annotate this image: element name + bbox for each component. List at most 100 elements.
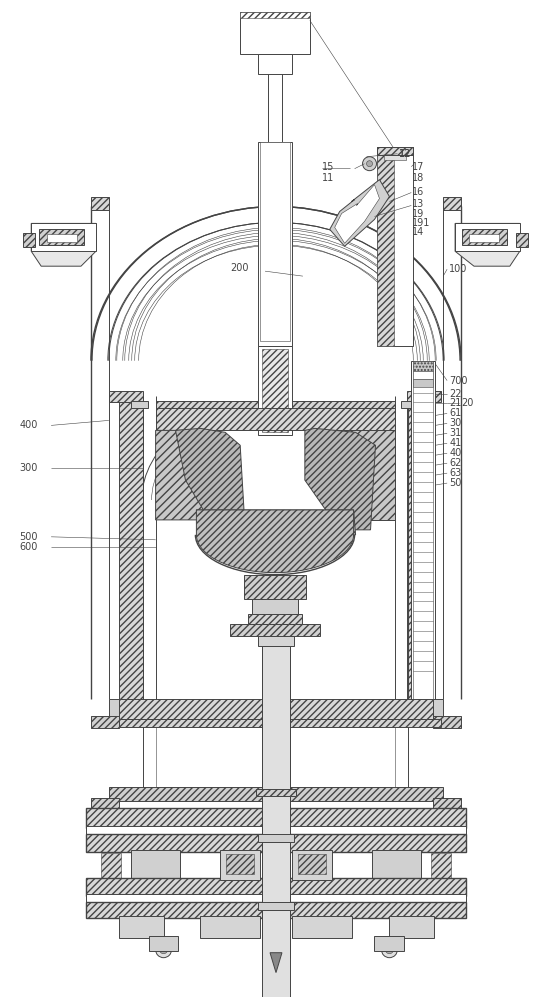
Text: 13: 13 (412, 199, 425, 209)
Text: 62: 62 (449, 458, 462, 468)
Bar (433, 699, 443, 719)
Polygon shape (270, 953, 282, 973)
Text: 600: 600 (19, 542, 37, 552)
Bar (258, 636, 294, 646)
Circle shape (381, 942, 397, 958)
Bar (433, 716, 461, 728)
Text: 191: 191 (412, 218, 431, 228)
Bar (462, 229, 507, 245)
Text: 40: 40 (449, 448, 461, 458)
Bar (371, 850, 422, 880)
Text: 14: 14 (412, 227, 425, 237)
Bar (248, 614, 302, 624)
Bar (407, 391, 441, 402)
Bar (258, 834, 294, 842)
Bar (155, 408, 396, 430)
Polygon shape (176, 428, 245, 530)
Polygon shape (377, 147, 413, 346)
Polygon shape (334, 185, 380, 243)
Bar (23, 233, 35, 247)
Bar (413, 379, 433, 387)
Bar (258, 142, 292, 346)
Bar (413, 371, 433, 379)
Circle shape (155, 942, 171, 958)
Bar (431, 853, 451, 878)
Bar (201, 916, 260, 938)
Bar (244, 575, 306, 599)
Text: 41: 41 (449, 438, 461, 448)
Bar (258, 902, 294, 910)
Text: 11: 11 (322, 173, 334, 183)
Bar (101, 853, 121, 878)
Circle shape (366, 161, 372, 167)
Bar (262, 349, 288, 432)
Polygon shape (455, 223, 520, 266)
Text: 300: 300 (19, 463, 37, 473)
Bar (377, 147, 413, 346)
Text: 19: 19 (412, 209, 425, 219)
Bar (91, 716, 119, 728)
Bar (260, 142, 290, 341)
Text: 700: 700 (449, 376, 468, 386)
Bar (443, 197, 461, 210)
Text: 12: 12 (399, 149, 412, 159)
Bar (109, 699, 119, 719)
Bar (433, 798, 461, 810)
Text: 50: 50 (449, 478, 462, 488)
Bar (47, 234, 77, 242)
Bar (455, 223, 520, 251)
Text: 200: 200 (230, 263, 249, 273)
Text: 21: 21 (449, 398, 462, 408)
Text: 12: 12 (399, 149, 412, 159)
Circle shape (160, 946, 168, 954)
Bar (86, 902, 466, 918)
Text: 17: 17 (412, 162, 425, 172)
Bar (91, 197, 109, 210)
Bar (258, 54, 292, 74)
Text: 31: 31 (449, 428, 461, 438)
Bar (262, 646, 290, 1000)
Polygon shape (196, 510, 355, 535)
Bar (86, 834, 466, 852)
Bar (109, 391, 143, 402)
Bar (119, 719, 441, 727)
Text: 20: 20 (461, 398, 473, 408)
Bar (469, 234, 499, 242)
Bar (226, 854, 254, 874)
Bar (516, 233, 528, 247)
Text: 400: 400 (19, 420, 37, 430)
Polygon shape (196, 510, 354, 573)
Bar (119, 396, 143, 704)
Bar (385, 154, 406, 160)
Polygon shape (31, 223, 96, 266)
Bar (292, 850, 332, 880)
Text: 100: 100 (449, 264, 467, 274)
Bar (86, 878, 466, 896)
Circle shape (386, 946, 393, 954)
Bar (252, 599, 298, 614)
Polygon shape (155, 430, 218, 520)
Bar (109, 787, 443, 801)
Text: 16: 16 (412, 187, 425, 197)
Bar (390, 916, 434, 938)
Bar (86, 894, 466, 904)
Bar (407, 396, 431, 704)
Bar (401, 401, 418, 408)
Text: 15: 15 (322, 162, 334, 172)
Bar (230, 624, 320, 636)
Polygon shape (344, 430, 396, 520)
Bar (298, 854, 326, 874)
Bar (256, 789, 296, 796)
Bar (119, 916, 164, 938)
Bar (413, 361, 433, 371)
Bar (131, 401, 148, 408)
Bar (220, 850, 260, 880)
Polygon shape (305, 428, 375, 530)
Bar (39, 229, 84, 245)
Bar (86, 808, 466, 828)
Text: 30: 30 (449, 418, 461, 428)
Bar (155, 401, 396, 410)
Bar (91, 798, 119, 810)
Circle shape (363, 157, 376, 171)
Bar (292, 916, 352, 938)
